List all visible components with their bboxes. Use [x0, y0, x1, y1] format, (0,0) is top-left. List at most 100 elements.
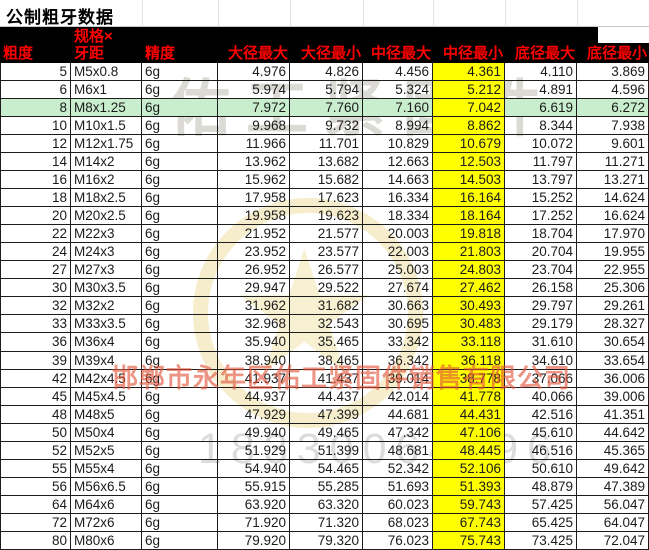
cell[interactable]: 33: [0, 315, 71, 333]
cell[interactable]: 79.920: [218, 531, 290, 549]
cell[interactable]: 6g: [142, 153, 218, 171]
cell[interactable]: 63.920: [218, 495, 290, 513]
cell[interactable]: 13.271: [577, 171, 649, 189]
cell[interactable]: 26.952: [218, 261, 290, 279]
cell[interactable]: 6: [0, 81, 71, 99]
cell[interactable]: 6g: [142, 459, 218, 477]
cell[interactable]: 13.797: [505, 171, 577, 189]
cell[interactable]: 19.818: [433, 225, 505, 243]
cell[interactable]: 8.994: [363, 117, 433, 135]
cell[interactable]: 18: [0, 189, 71, 207]
cell[interactable]: 32: [0, 297, 71, 315]
cell[interactable]: M36x4: [71, 333, 142, 351]
cell[interactable]: 64: [0, 495, 71, 513]
cell[interactable]: 10.072: [505, 135, 577, 153]
cell[interactable]: 6g: [142, 117, 218, 135]
cell[interactable]: 6g: [142, 315, 218, 333]
cell[interactable]: 19.623: [290, 207, 363, 225]
cell[interactable]: 6g: [142, 333, 218, 351]
cell[interactable]: 64.047: [577, 513, 649, 531]
cell[interactable]: 36.118: [433, 351, 505, 369]
cell[interactable]: 51.693: [363, 477, 433, 495]
cell[interactable]: 19.958: [218, 207, 290, 225]
cell[interactable]: 10: [0, 117, 71, 135]
cell[interactable]: 6g: [142, 387, 218, 405]
cell[interactable]: 12: [0, 135, 71, 153]
cell[interactable]: 7.760: [290, 99, 363, 117]
cell[interactable]: 7.972: [218, 99, 290, 117]
cell[interactable]: 14: [0, 153, 71, 171]
cell[interactable]: 59.743: [433, 495, 505, 513]
cell[interactable]: 73.425: [505, 531, 577, 549]
cell[interactable]: 36.342: [363, 351, 433, 369]
cell[interactable]: 6g: [142, 423, 218, 441]
cell[interactable]: 76.023: [363, 531, 433, 549]
cell[interactable]: 14.624: [577, 189, 649, 207]
cell[interactable]: M16x2: [71, 171, 142, 189]
cell[interactable]: 48.879: [505, 477, 577, 495]
cell[interactable]: 6g: [142, 261, 218, 279]
cell[interactable]: 30: [0, 279, 71, 297]
cell[interactable]: 48: [0, 405, 71, 423]
column-header-pitch-min[interactable]: 中径最小: [433, 27, 505, 63]
cell[interactable]: 42.516: [505, 405, 577, 423]
cell[interactable]: 29.947: [218, 279, 290, 297]
cell[interactable]: 6g: [142, 297, 218, 315]
cell[interactable]: 23.577: [290, 243, 363, 261]
cell[interactable]: 33.654: [577, 351, 649, 369]
cell[interactable]: 13.682: [290, 153, 363, 171]
cell[interactable]: 16: [0, 171, 71, 189]
cell[interactable]: 24.803: [433, 261, 505, 279]
cell[interactable]: 30.663: [363, 297, 433, 315]
cell[interactable]: 11.701: [290, 135, 363, 153]
cell[interactable]: 3.869: [577, 63, 649, 81]
cell[interactable]: 36.006: [577, 369, 649, 387]
cell[interactable]: 33.118: [433, 333, 505, 351]
cell[interactable]: 5.794: [290, 81, 363, 99]
cell[interactable]: 22.003: [363, 243, 433, 261]
cell[interactable]: 21.577: [290, 225, 363, 243]
cell[interactable]: M32x2: [71, 297, 142, 315]
cell[interactable]: 14.503: [433, 171, 505, 189]
cell[interactable]: M39x4: [71, 351, 142, 369]
cell[interactable]: 41.437: [290, 369, 363, 387]
cell[interactable]: 10.829: [363, 135, 433, 153]
cell[interactable]: 44.642: [577, 423, 649, 441]
cell[interactable]: 41.351: [577, 405, 649, 423]
cell[interactable]: 12.503: [433, 153, 505, 171]
cell[interactable]: M64x6: [71, 495, 142, 513]
cell[interactable]: 30.483: [433, 315, 505, 333]
cell[interactable]: 20.003: [363, 225, 433, 243]
cell[interactable]: 35.940: [218, 333, 290, 351]
cell[interactable]: 41.937: [218, 369, 290, 387]
column-header-precision[interactable]: 精度: [142, 27, 218, 63]
cell[interactable]: 27.674: [363, 279, 433, 297]
cell[interactable]: 21.952: [218, 225, 290, 243]
cell[interactable]: 17.958: [218, 189, 290, 207]
cell[interactable]: 16.624: [577, 207, 649, 225]
cell[interactable]: 6g: [142, 531, 218, 549]
cell[interactable]: M52x5: [71, 441, 142, 459]
cell[interactable]: 4.596: [577, 81, 649, 99]
cell[interactable]: 11.271: [577, 153, 649, 171]
cell[interactable]: 47.399: [290, 405, 363, 423]
cell[interactable]: 56: [0, 477, 71, 495]
cell[interactable]: 29.261: [577, 297, 649, 315]
cell[interactable]: 6g: [142, 279, 218, 297]
cell[interactable]: 23.704: [505, 261, 577, 279]
cell[interactable]: 6g: [142, 63, 218, 81]
cell[interactable]: 68.023: [363, 513, 433, 531]
cell[interactable]: 5.212: [433, 81, 505, 99]
cell[interactable]: 13.962: [218, 153, 290, 171]
cell[interactable]: 18.334: [363, 207, 433, 225]
cell[interactable]: 38.465: [290, 351, 363, 369]
cell[interactable]: M42x4.5: [71, 369, 142, 387]
cell[interactable]: 6g: [142, 99, 218, 117]
cell[interactable]: 8: [0, 99, 71, 117]
cell[interactable]: 6g: [142, 477, 218, 495]
cell[interactable]: 35.465: [290, 333, 363, 351]
cell[interactable]: 44.681: [363, 405, 433, 423]
cell[interactable]: 22.955: [577, 261, 649, 279]
cell[interactable]: 15.252: [505, 189, 577, 207]
cell[interactable]: 25.003: [363, 261, 433, 279]
